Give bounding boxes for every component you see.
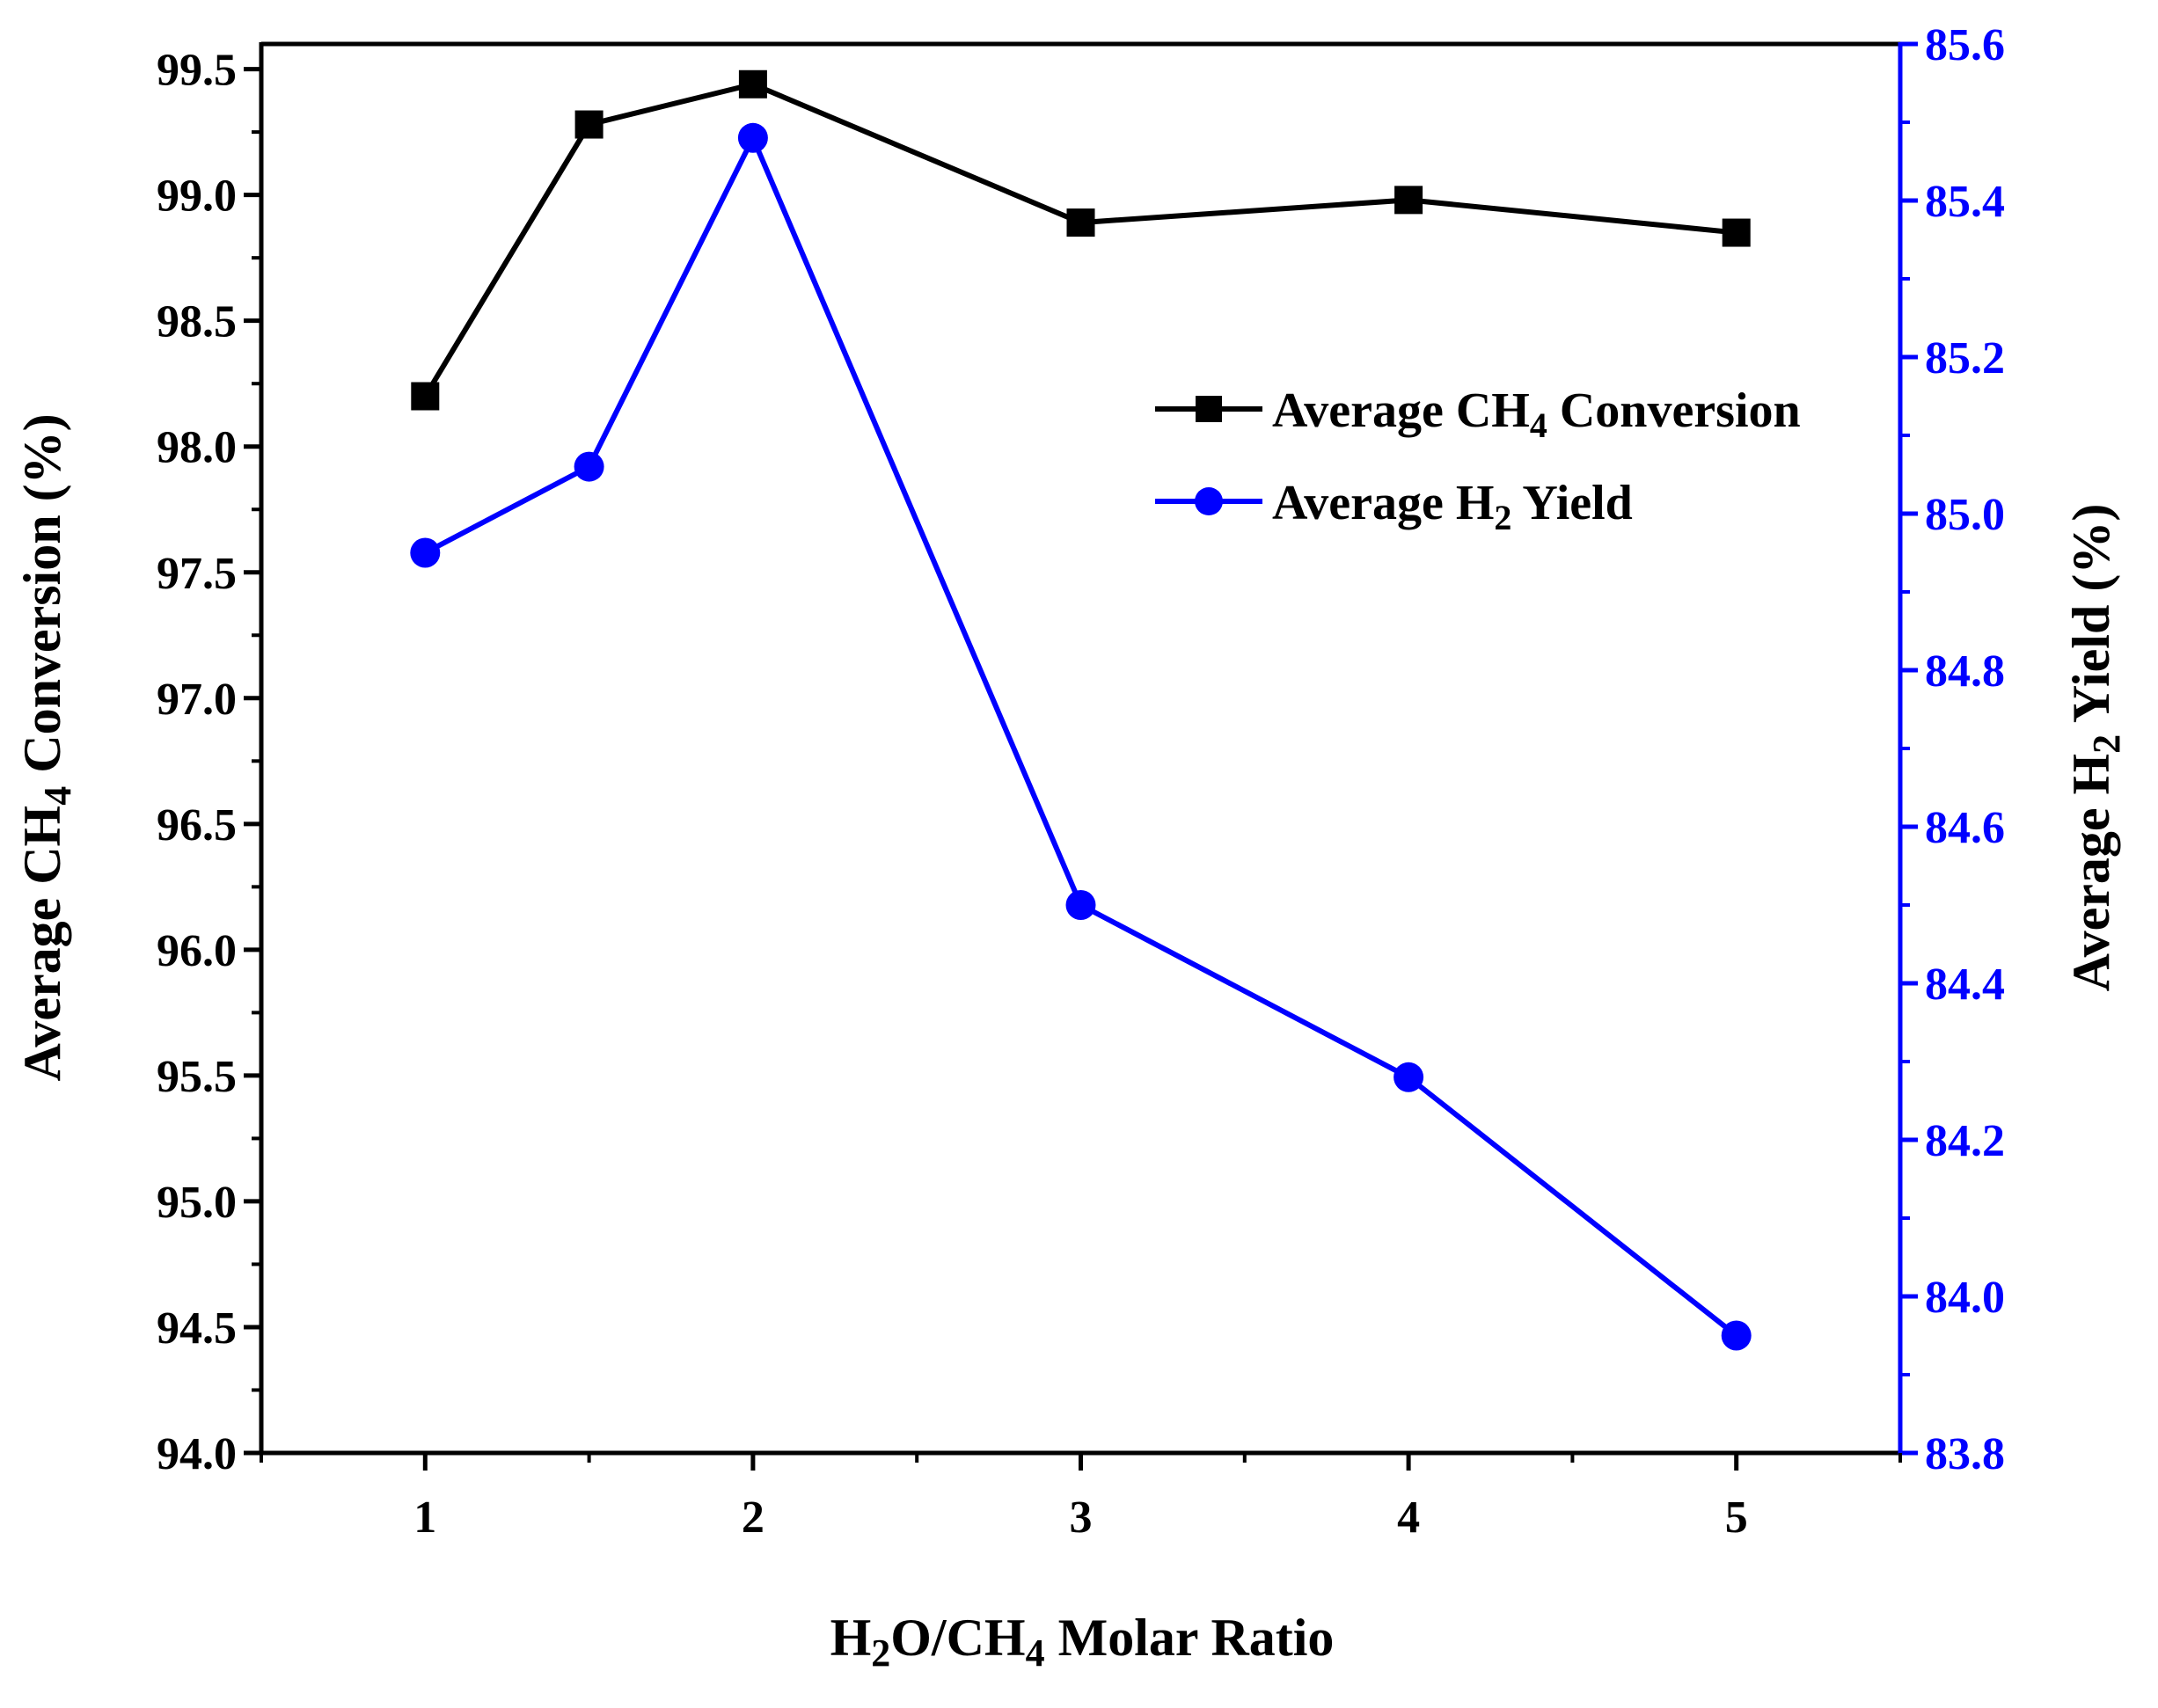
left-y-axis-title-sub: 4 [36, 786, 79, 806]
left-y-tick-label: 98.0 [157, 423, 237, 473]
left-y-axis-title-part: Average CH [13, 806, 71, 1082]
right-y-tick-label: 84.8 [1925, 646, 2005, 697]
right-y-tick-label: 85.0 [1925, 490, 2005, 540]
h2-yield-point [574, 451, 604, 482]
right-y-tick-label: 84.4 [1925, 960, 2005, 1010]
x-axis-title-part: O/CH [890, 1609, 1025, 1667]
ch4-conversion-point [738, 69, 767, 99]
legend-marker-circle [1195, 487, 1223, 515]
legend-label-ch4-part: Average CH [1272, 383, 1530, 438]
legend-label-h2-sub: 2 [1494, 498, 1511, 537]
h2-yield-point [737, 122, 768, 153]
x-tick-label: 5 [1725, 1493, 1748, 1543]
ch4-conversion-line [422, 81, 1737, 398]
x-axis-title-part: H [830, 1609, 872, 1667]
right-y-tick-label: 84.6 [1925, 803, 2005, 853]
right-y-tick-label: 85.6 [1925, 20, 2005, 70]
h2-yield-point [1394, 1062, 1424, 1092]
x-tick-label: 2 [742, 1493, 764, 1543]
right-y-axis-title: Average H2 Yield (%) [2062, 504, 2128, 992]
left-y-tick-label: 97.0 [157, 675, 237, 725]
h2-yield-point [1065, 890, 1096, 920]
left-y-tick-label: 99.5 [157, 46, 237, 96]
legend-label-h2-part: Average H [1272, 476, 1494, 530]
left-y-axis-title-part: Conversion (%) [13, 413, 71, 785]
ch4-conversion-point [1066, 208, 1095, 237]
legend-label-h2: Average H2 Yield [1272, 476, 1633, 537]
legend-label-ch4: Average CH4 Conversion [1272, 383, 1801, 445]
left-y-tick-label: 95.0 [157, 1178, 237, 1228]
series-layer [410, 69, 1752, 1351]
left-y-tick-label: 95.5 [157, 1052, 237, 1102]
ch4-conversion-point [411, 382, 440, 411]
left-y-tick-label: 99.0 [157, 172, 237, 222]
ch4-conversion-point [574, 110, 604, 139]
right-y-tick-label: 85.4 [1925, 177, 2005, 227]
ch4-conversion-point [1722, 218, 1751, 247]
x-tick-label: 1 [413, 1493, 436, 1543]
legend-label-ch4-part: Conversion [1547, 383, 1801, 438]
left-y-tick-label: 98.5 [157, 297, 237, 347]
axes-layer: 94.0 94.5 95.0 95.5 96.0 96.5 97.0 97.5 98.0 98.5… [157, 20, 2005, 1543]
right-y-tick-label: 84.0 [1925, 1273, 2005, 1323]
ch4-conversion-point [1394, 186, 1423, 215]
left-y-axis-title: Average CH4 Conversion (%) [13, 413, 79, 1081]
x-axis-title-part: Molar Ratio [1045, 1609, 1335, 1667]
x-tick-label: 3 [1070, 1493, 1093, 1543]
left-y-tick-label: 97.5 [157, 549, 237, 599]
x-tick-label: 4 [1397, 1493, 1420, 1543]
right-y-tick-label: 83.8 [1925, 1429, 2005, 1479]
right-y-axis-title-part: Average H [2062, 754, 2120, 991]
legend-marker-square [1196, 396, 1222, 422]
right-y-tick-label: 84.2 [1925, 1116, 2005, 1166]
legend: Average CH4 Conversion Average H2 Yield [1155, 383, 1801, 537]
x-axis-title: H2O/CH4 Molar Ratio [830, 1609, 1335, 1675]
left-y-tick-label: 96.5 [157, 800, 237, 850]
left-y-tick-label: 94.5 [157, 1303, 237, 1354]
x-axis-title-sub: 2 [871, 1631, 890, 1675]
right-y-axis-title-part: Yield (%) [2062, 504, 2120, 734]
right-y-tick-label: 85.2 [1925, 333, 2005, 383]
left-y-tick-label: 96.0 [157, 926, 237, 976]
legend-label-ch4-sub: 4 [1530, 405, 1547, 445]
h2-yield-point [410, 537, 441, 568]
right-y-axis-title-sub: 2 [2085, 734, 2128, 754]
h2-yield-line [423, 135, 1738, 1338]
x-axis-title-sub: 4 [1026, 1631, 1045, 1675]
legend-label-h2-part: Yield [1511, 476, 1632, 530]
h2-yield-point [1721, 1320, 1752, 1351]
left-y-tick-label: 94.0 [157, 1429, 237, 1479]
